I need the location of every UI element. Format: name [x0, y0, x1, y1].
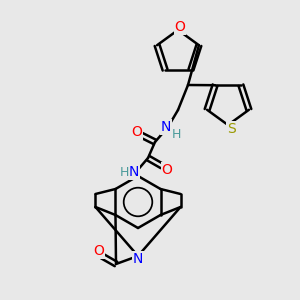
Text: H: H	[171, 128, 181, 140]
Text: N: N	[133, 252, 143, 266]
Text: H: H	[119, 166, 129, 178]
Text: O: O	[175, 20, 185, 34]
Text: O: O	[94, 244, 104, 258]
Text: S: S	[226, 122, 236, 136]
Text: O: O	[132, 125, 142, 139]
Text: N: N	[161, 120, 171, 134]
Text: O: O	[162, 163, 172, 177]
Text: N: N	[129, 165, 139, 179]
